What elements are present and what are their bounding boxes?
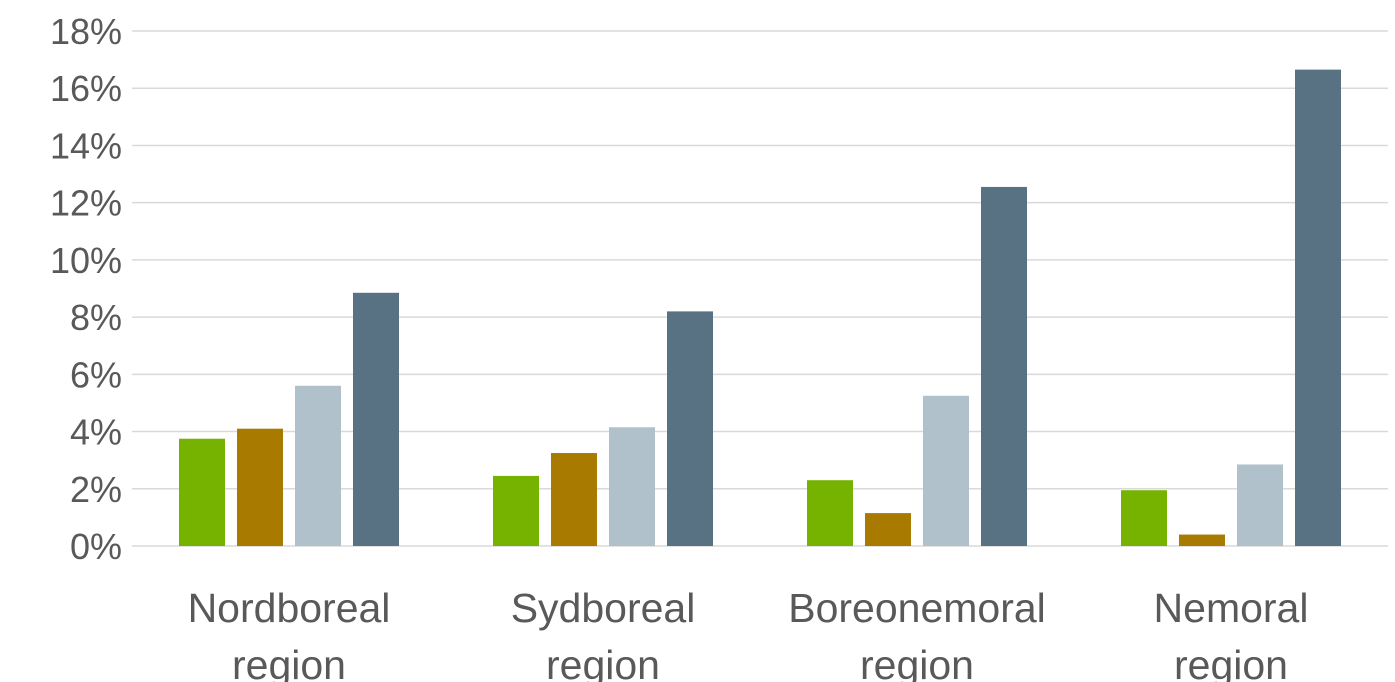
bar [179,438,225,546]
bar [1237,464,1283,546]
category-label: region [860,642,974,682]
bar [1121,490,1167,546]
gridlines [132,30,1388,547]
category-label: Sydboreal [511,585,696,631]
bar [981,186,1027,547]
y-tick-label: 12% [50,183,122,224]
bar [353,292,399,546]
y-tick-label: 10% [50,240,122,281]
y-tick-label: 8% [70,297,122,338]
y-tick-label: 0% [70,526,122,567]
y-tick-label: 18% [50,11,122,52]
y-tick-label: 2% [70,469,122,510]
bars [179,69,1341,547]
category-label: region [1174,642,1288,682]
bar [1295,69,1341,546]
y-tick-label: 16% [50,68,122,109]
bar [1179,534,1225,546]
category-label: Nordboreal [188,585,391,631]
y-tick-label: 4% [70,412,122,453]
category-label: region [232,642,346,682]
x-axis-category-labels: Nordboreal region Sydboreal region Boreonemo… [188,585,1309,682]
bar [923,395,969,546]
bar [295,385,341,546]
bar [609,427,655,546]
bar [865,513,911,546]
bar [237,428,283,546]
bar [493,475,539,546]
y-tick-label: 6% [70,354,122,395]
y-axis-tick-labels: 0% 2% 4% 6% 8% 10% 12% 14% 16% 18% [50,11,122,567]
category-label: region [546,642,660,682]
bar [807,480,853,546]
bar [667,311,713,546]
category-label: Nemoral [1154,585,1309,631]
bar [551,453,597,546]
category-label: Boreonemoral [788,585,1046,631]
y-tick-label: 14% [50,125,122,166]
